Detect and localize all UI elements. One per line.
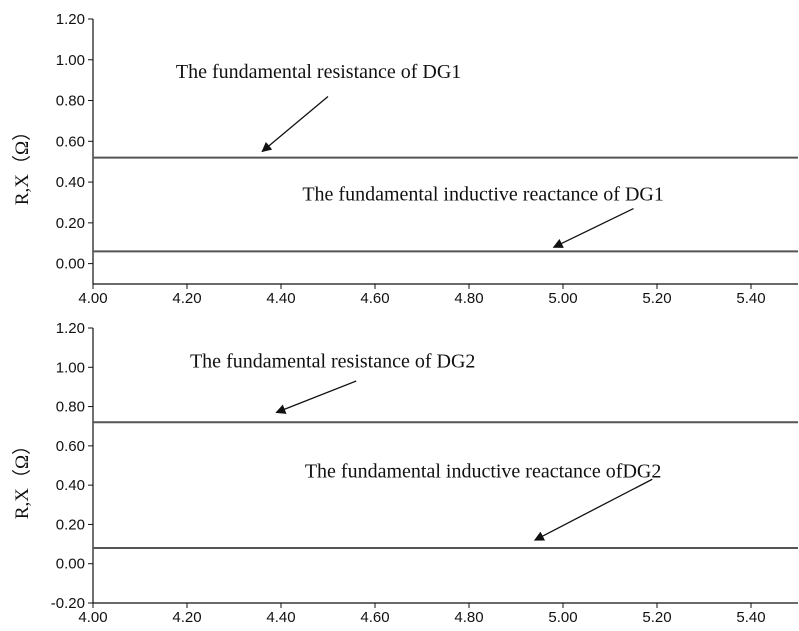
x-tick-label: 5.20 bbox=[642, 290, 671, 307]
y-tick-label: 0.80 bbox=[56, 399, 85, 416]
annotation-arrow bbox=[261, 95, 329, 153]
x-tick-label: 5.40 bbox=[736, 290, 765, 307]
x-tick-label: 4.60 bbox=[360, 609, 389, 626]
x-tick-label: 4.80 bbox=[454, 290, 483, 307]
y-tick-label: 0.20 bbox=[56, 516, 85, 533]
annotation-label: The fundamental resistance of DG1 bbox=[176, 61, 461, 83]
x-tick-label: 4.40 bbox=[266, 290, 295, 307]
y-tick-label: -0.20 bbox=[51, 595, 85, 612]
x-tick-label: 4.00 bbox=[78, 290, 107, 307]
x-tick-label: 4.60 bbox=[360, 290, 389, 307]
x-tick-label: 5.20 bbox=[642, 609, 671, 626]
y-axis-label: R,X（Ω） bbox=[11, 122, 33, 205]
x-tick-label: 4.00 bbox=[78, 609, 107, 626]
x-tick-label: 5.00 bbox=[548, 290, 577, 307]
y-axis-label: R,X（Ω） bbox=[11, 436, 33, 519]
annotation-label: The fundamental inductive reactance ofDG… bbox=[305, 460, 662, 482]
y-tick-label: 0.80 bbox=[56, 93, 85, 110]
x-tick-label: 4.20 bbox=[172, 290, 201, 307]
x-tick-label: 5.00 bbox=[548, 609, 577, 626]
y-tick-label: 0.40 bbox=[56, 477, 85, 494]
annotation-arrow bbox=[552, 207, 634, 248]
x-tick-label: 4.80 bbox=[454, 609, 483, 626]
y-tick-label: 1.20 bbox=[56, 320, 85, 337]
annotation-label: The fundamental resistance of DG2 bbox=[190, 350, 475, 372]
chart-panel-dg2: -0.20 0.00 0.20 0.40 0.60 0.80 1.00 1.20 4.00 4.2… bbox=[11, 320, 798, 626]
annotation-arrow bbox=[533, 478, 653, 541]
y-tick-label: 0.20 bbox=[56, 215, 85, 232]
y-tick-label: 1.20 bbox=[56, 11, 85, 28]
y-tick-label: 0.00 bbox=[56, 256, 85, 273]
x-tick-label: 5.40 bbox=[736, 609, 765, 626]
annotation-arrow bbox=[275, 380, 357, 414]
chart-panel-dg1: 0.00 0.20 0.40 0.60 0.80 1.00 1.20 4.00 4.20 4.40… bbox=[11, 11, 798, 307]
y-tick-label: 1.00 bbox=[56, 359, 85, 376]
y-tick-label: 0.00 bbox=[56, 556, 85, 573]
y-tick-label: 0.40 bbox=[56, 174, 85, 191]
y-tick-label: 0.60 bbox=[56, 133, 85, 150]
annotation-label: The fundamental inductive reactance of D… bbox=[302, 183, 664, 205]
x-tick-label: 4.40 bbox=[266, 609, 295, 626]
y-tick-label: 0.60 bbox=[56, 438, 85, 455]
x-tick-label: 4.20 bbox=[172, 609, 201, 626]
y-tick-label: 1.00 bbox=[56, 52, 85, 69]
